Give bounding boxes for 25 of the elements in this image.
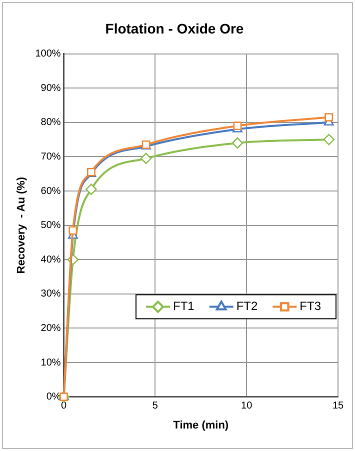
point bbox=[232, 137, 244, 149]
y-tick-label: 80% bbox=[40, 117, 61, 128]
y-tick-label: 50% bbox=[40, 220, 61, 232]
legend-label: FT1 bbox=[173, 299, 195, 314]
y-tick-label: 60% bbox=[40, 186, 61, 197]
y-tick-label: 70% bbox=[40, 151, 61, 162]
y-tick-label: 30% bbox=[40, 288, 61, 300]
y-tick-label: 20% bbox=[40, 322, 61, 334]
y-axis-title: Recovery - Au (%) bbox=[16, 176, 28, 274]
legend-label: FT3 bbox=[300, 299, 322, 314]
x-tick-label: 15 bbox=[332, 400, 344, 412]
point bbox=[140, 152, 152, 164]
point bbox=[86, 184, 97, 195]
y-tick-label: 90% bbox=[40, 82, 61, 94]
x-tick-label: 10 bbox=[241, 400, 253, 412]
chart-title: Flotation - Oxide Ore bbox=[105, 20, 244, 36]
point bbox=[68, 226, 78, 235]
x-axis-title: Time (min) bbox=[173, 419, 229, 432]
point bbox=[324, 113, 334, 122]
y-tick-label: 10% bbox=[40, 357, 61, 368]
point bbox=[323, 134, 335, 146]
y-tick-label: 100% bbox=[35, 48, 61, 60]
legend-label: FT2 bbox=[236, 299, 258, 314]
x-tick-label: 5 bbox=[152, 400, 158, 412]
y-tick-label: 40% bbox=[40, 254, 61, 266]
